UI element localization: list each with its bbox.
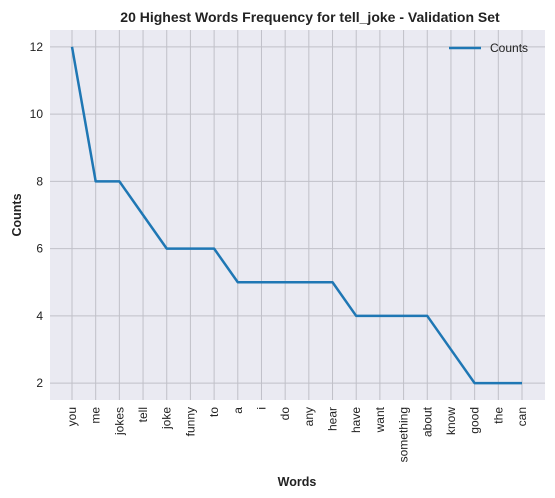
plot-area xyxy=(50,30,545,400)
x-tick-label: me xyxy=(89,407,103,424)
series-layer xyxy=(70,46,522,385)
x-tick-label: do xyxy=(278,407,292,421)
y-axis: 2 4 6 8 10 12 xyxy=(30,40,44,390)
x-tick-label: joke xyxy=(160,407,174,430)
x-tick-label: any xyxy=(302,407,316,426)
x-tick-label: about xyxy=(420,406,434,437)
x-tick-label: i xyxy=(254,407,268,410)
x-tick-label: you xyxy=(65,407,79,426)
x-axis: you me jokes tell joke funny to a i do any hear have… xyxy=(65,406,529,462)
x-tick-label: funny xyxy=(183,407,197,436)
x-tick-label: jokes xyxy=(112,407,126,436)
x-axis-label: Words xyxy=(278,475,317,489)
x-tick-label: tell xyxy=(136,407,150,422)
grid xyxy=(50,30,545,400)
y-tick-label: 10 xyxy=(30,107,44,121)
x-tick-label: to xyxy=(207,407,221,417)
x-tick-label: good xyxy=(468,407,482,434)
legend-label-counts: Counts xyxy=(490,41,528,55)
y-tick-label: 8 xyxy=(36,174,43,188)
y-tick-label: 2 xyxy=(36,376,43,390)
x-tick-label: a xyxy=(231,407,245,414)
x-tick-label: want xyxy=(373,406,387,433)
y-tick-label: 6 xyxy=(36,242,43,256)
chart-title: 20 Highest Words Frequency for tell_joke… xyxy=(120,9,500,25)
x-tick-label: have xyxy=(349,407,363,433)
x-tick-label: know xyxy=(444,407,458,435)
y-axis-label: Counts xyxy=(10,193,24,236)
series-line-counts xyxy=(70,46,522,385)
y-tick-label: 4 xyxy=(36,309,43,323)
legend: Counts xyxy=(449,41,528,55)
x-tick-label: the xyxy=(491,407,505,424)
x-tick-label: can xyxy=(515,407,529,426)
x-tick-label: hear xyxy=(326,407,340,431)
y-tick-label: 12 xyxy=(30,40,44,54)
x-tick-label: something xyxy=(397,407,411,462)
